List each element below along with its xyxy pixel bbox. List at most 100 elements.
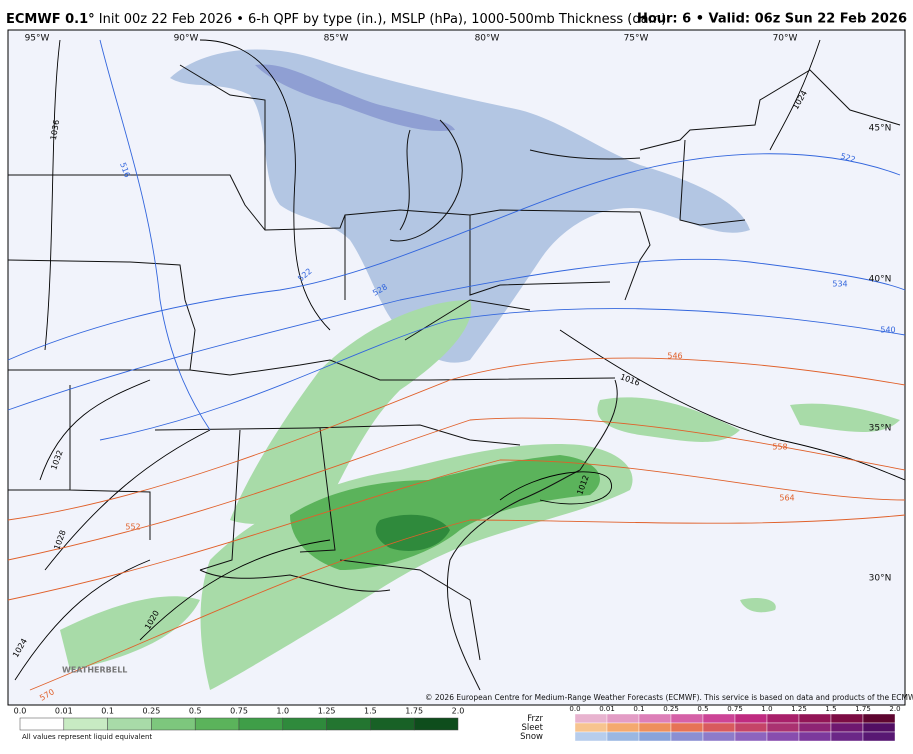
type-tick-label: 0.0	[569, 705, 580, 713]
borders	[7, 64, 901, 691]
description: Init 00z 22 Feb 2026 • 6-h QPF by type (…	[99, 12, 667, 27]
type-swatch	[638, 722, 672, 733]
latitude-label: 40°N	[869, 275, 892, 285]
rain-swatch	[282, 717, 327, 731]
type-swatch	[734, 713, 768, 724]
type-tick-label: 1.0	[761, 705, 772, 713]
rain-swatch	[238, 717, 284, 731]
rain-tick-label: 0.1	[101, 707, 114, 716]
type-swatch	[798, 731, 832, 742]
type-tick-label: 1.25	[791, 705, 807, 713]
logo: WEATHERBELL	[62, 666, 127, 675]
copyright: © 2026 European Centre for Medium-Range …	[425, 693, 913, 702]
isobar-label: 1036	[49, 119, 61, 141]
rain-tick-label: 1.5	[364, 707, 377, 716]
type-swatch	[574, 731, 608, 742]
type-swatch	[702, 713, 736, 724]
rain-swatch	[370, 717, 415, 731]
rain-tick-label: 1.0	[276, 707, 289, 716]
type-tick-label: 0.01	[599, 705, 615, 713]
heavy-snow	[255, 64, 455, 131]
type-tick-label: 1.75	[855, 705, 871, 713]
type-tick-label: 0.25	[663, 705, 679, 713]
type-swatch	[862, 713, 896, 724]
rain-tick-label: 0.0	[14, 707, 27, 716]
type-swatch	[798, 713, 832, 724]
type-swatch	[574, 722, 608, 733]
type-swatch	[606, 731, 640, 742]
thickness-label: 534	[832, 280, 847, 289]
type-swatch	[830, 713, 864, 724]
rain-swatch	[194, 717, 240, 731]
type-swatch	[766, 731, 800, 742]
type-swatch	[766, 713, 800, 724]
type-swatch	[702, 722, 736, 733]
rain-swatch	[107, 717, 152, 731]
thickness-label: 552	[125, 523, 140, 532]
thickness-label: 558	[772, 443, 787, 452]
rain-tick-label: 1.25	[318, 707, 336, 716]
type-swatch	[734, 731, 768, 742]
rain-tick-label: 0.01	[55, 707, 73, 716]
longitude-label: 95°W	[25, 34, 50, 44]
longitude-label: 80°W	[475, 34, 500, 44]
longitude-label: 75°W	[624, 34, 649, 44]
rain-tick-label: 0.75	[230, 707, 248, 716]
latitude-label: 45°N	[869, 124, 892, 134]
type-swatch	[606, 713, 640, 724]
map	[7, 29, 906, 706]
type-swatch	[830, 722, 864, 733]
type-tick-label: 2.0	[889, 705, 900, 713]
type-tick-label: 0.75	[727, 705, 743, 713]
type-label: Snow	[520, 732, 543, 742]
type-tick-label: 0.1	[633, 705, 644, 713]
snow-area	[170, 49, 750, 363]
type-tick-label: 1.5	[825, 705, 836, 713]
model-name: ECMWF 0.1°	[6, 12, 95, 27]
rain-swatch	[151, 717, 196, 731]
thickness-label: 546	[667, 352, 682, 361]
rain-tick-label: 1.75	[405, 707, 423, 716]
rain-swatch	[413, 717, 459, 731]
type-swatch	[638, 713, 672, 724]
latitude-label: 35°N	[869, 424, 892, 434]
thickness-cold	[7, 39, 906, 441]
type-swatch	[798, 722, 832, 733]
thickness-warm	[7, 357, 906, 691]
rain-swatch	[63, 717, 108, 731]
type-swatch	[734, 722, 768, 733]
type-swatch	[638, 731, 672, 742]
thickness-label: 564	[779, 494, 794, 503]
type-label: Frzr	[527, 714, 543, 724]
type-swatch	[574, 713, 608, 724]
type-tick-label: 0.5	[697, 705, 708, 713]
type-swatch	[670, 731, 704, 742]
rain-tick-label: 0.25	[142, 707, 160, 716]
rain-swatch	[326, 717, 371, 731]
legend-note: All values represent liquid equivalent	[22, 733, 152, 741]
type-swatch	[862, 731, 896, 742]
longitude-label: 85°W	[324, 34, 349, 44]
legend: 0.0 0.01 0.1 0.25 0.5 0.75 1.0 1.25 1.5 1.75 2.0 Fr…	[14, 705, 901, 742]
header-title: ECMWF 0.1° Init 00z 22 Feb 2026 • 6-h QP…	[6, 12, 666, 27]
type-label: Sleet	[521, 723, 543, 733]
longitude-label: 90°W	[174, 34, 199, 44]
type-swatch	[862, 722, 896, 733]
heavy-rain	[375, 514, 450, 551]
moderate-rain	[290, 455, 600, 570]
valid-time: Hour: 6 • Valid: 06z Sun 22 Feb 2026	[637, 12, 907, 27]
type-swatch	[606, 722, 640, 733]
rain-swatch	[19, 717, 65, 731]
rain-tick-label: 2.0	[452, 707, 465, 716]
latitude-label: 30°N	[869, 574, 892, 584]
thickness-label: 540	[880, 326, 895, 335]
type-swatch	[670, 722, 704, 733]
type-swatch	[702, 731, 736, 742]
thickness-label: 522	[839, 152, 856, 165]
isobars	[14, 39, 906, 681]
longitude-label: 70°W	[773, 34, 798, 44]
rain-tick-label: 0.5	[189, 707, 202, 716]
type-swatch	[766, 722, 800, 733]
type-swatch	[670, 713, 704, 724]
